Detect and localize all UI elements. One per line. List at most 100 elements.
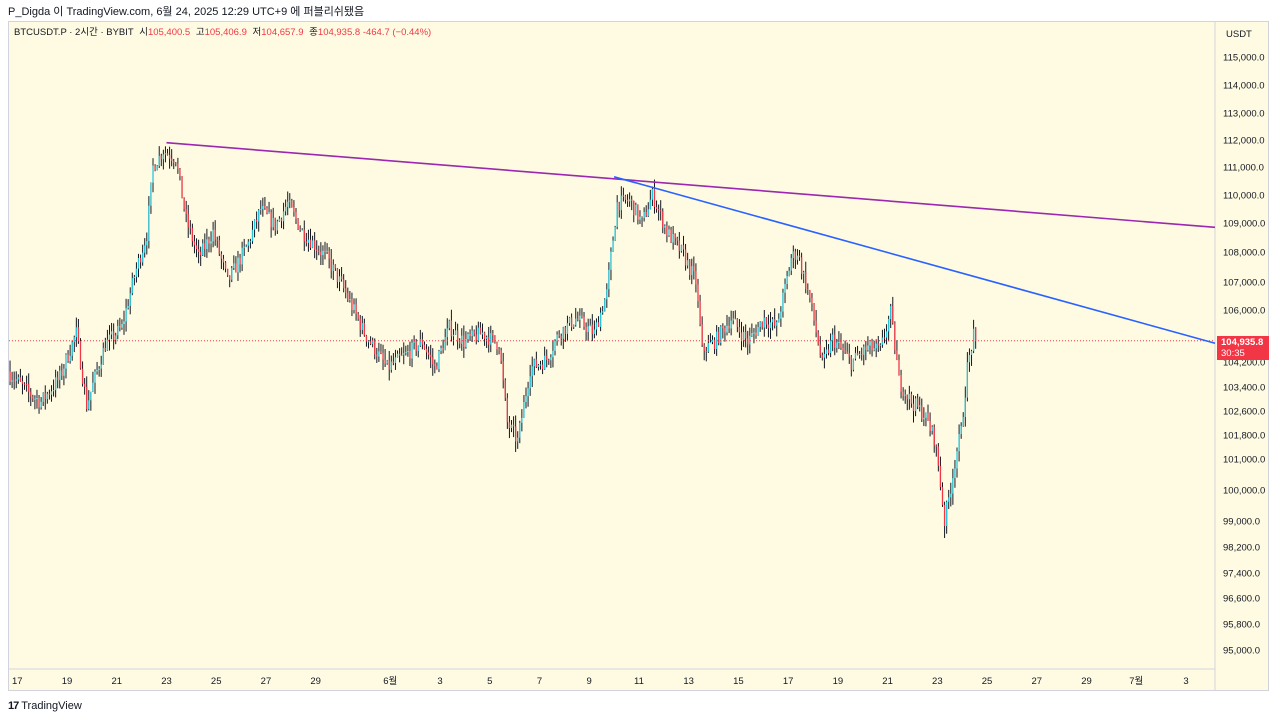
candle-body — [485, 336, 488, 339]
candle-body — [137, 257, 140, 269]
candle-body — [148, 205, 150, 242]
x-tick-label: 19 — [833, 676, 844, 687]
candle-body — [496, 342, 498, 350]
candle-body — [245, 245, 247, 247]
candle-body — [689, 260, 691, 275]
candle-body — [239, 257, 241, 265]
candle-body — [67, 354, 69, 362]
candle-body — [432, 357, 434, 365]
candle-body — [438, 351, 440, 370]
candle-body — [622, 195, 625, 197]
candle-body — [272, 218, 274, 228]
candle-body — [162, 154, 165, 160]
last-price-tag: 104,935.8 30:35 — [1217, 336, 1269, 360]
y-tick-label: 100,000.0 — [1223, 486, 1265, 497]
candle-body — [345, 288, 347, 293]
candle-body — [452, 334, 455, 337]
candle-body — [419, 339, 421, 347]
candle-body — [108, 334, 111, 340]
candle-body — [164, 153, 167, 155]
open-value: 105,400.5 — [147, 27, 191, 38]
candle-body — [492, 333, 494, 336]
x-tick-label: 7월 — [1129, 675, 1143, 687]
y-tick-label: 98,200.0 — [1223, 543, 1260, 554]
candle-body — [618, 202, 620, 211]
candle-body — [469, 334, 471, 336]
candle-body — [299, 229, 301, 231]
candle-body — [307, 239, 310, 243]
candle-body — [568, 317, 571, 324]
trendline-purple — [166, 141, 1216, 229]
candle-body — [966, 362, 969, 398]
candle-body — [778, 318, 780, 322]
candle-body — [249, 241, 252, 243]
candle-body — [844, 350, 846, 352]
candle-body — [409, 351, 411, 359]
candle-body — [378, 351, 380, 357]
candle-body — [498, 349, 500, 351]
candle-body — [490, 333, 492, 345]
candle-body — [780, 311, 782, 319]
symbol-info[interactable]: BTCUSDT.P · 2시간 · BYBIT — [14, 27, 134, 38]
candle-body — [755, 332, 757, 336]
candle-body — [229, 275, 231, 280]
bar-countdown: 30:35 — [1221, 348, 1245, 359]
candle-body — [363, 323, 366, 336]
candle-body — [204, 243, 206, 249]
candle-body — [79, 340, 82, 369]
candle-body — [475, 334, 477, 341]
candle-body — [270, 212, 272, 228]
candle-body — [195, 245, 198, 250]
candle-body — [709, 342, 712, 344]
candle-body — [237, 257, 239, 273]
candle-body — [386, 360, 388, 364]
candle-body — [726, 325, 728, 333]
candle-body — [367, 341, 370, 343]
candle-body — [583, 316, 585, 327]
candle-body — [838, 341, 840, 343]
x-tick-label: 3 — [437, 676, 442, 687]
candle-body — [850, 356, 852, 370]
candle-body — [488, 336, 490, 345]
candle-body — [757, 326, 759, 336]
candle-body — [610, 251, 612, 270]
candle-body — [46, 393, 48, 400]
candle-body — [61, 370, 63, 376]
candle-body — [660, 210, 662, 212]
tradingview-logo[interactable]: 17 TradingView — [8, 699, 82, 713]
candle-body — [817, 332, 819, 345]
candle-body — [334, 264, 337, 269]
x-tick-label: 15 — [733, 676, 744, 687]
y-tick-label: 95,800.0 — [1223, 620, 1260, 631]
candle-body — [226, 268, 229, 276]
candle-body — [48, 393, 51, 395]
candle-body — [28, 384, 30, 392]
candle-body — [861, 353, 863, 355]
candle-body — [255, 219, 258, 222]
candle-body — [59, 370, 61, 381]
candle-body — [595, 322, 598, 330]
candle-body — [11, 380, 13, 382]
candle-body — [716, 331, 718, 349]
candle-body — [564, 327, 567, 334]
candle-body — [284, 206, 287, 212]
candle-body — [508, 422, 511, 429]
candle-body — [680, 245, 683, 252]
candle-body — [293, 206, 295, 213]
currency-label[interactable]: USDT — [1226, 29, 1252, 40]
candle-body — [910, 393, 913, 404]
candle-body — [427, 352, 430, 355]
candle-body — [374, 340, 376, 355]
candle-body — [295, 212, 297, 219]
candle-body — [608, 269, 610, 290]
candle-body — [500, 350, 502, 362]
candle-body — [823, 353, 826, 358]
candle-body — [156, 166, 158, 171]
candle-body — [517, 437, 519, 442]
candle-body — [641, 216, 643, 218]
candle-body — [179, 168, 181, 177]
candle-body — [558, 334, 560, 336]
candle-body — [185, 209, 187, 215]
candle-body — [102, 347, 104, 365]
